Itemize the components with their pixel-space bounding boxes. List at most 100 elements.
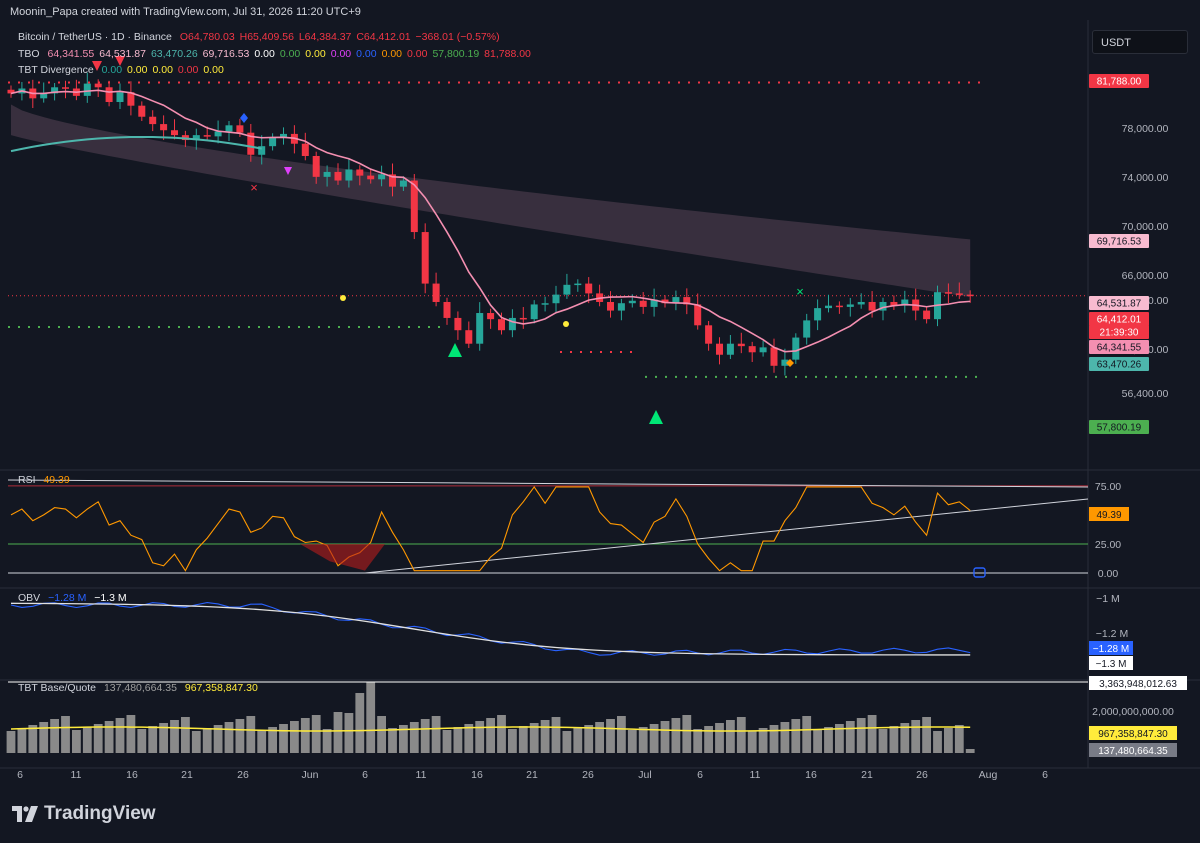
volume-bar bbox=[17, 728, 27, 753]
volume-bar bbox=[944, 728, 953, 753]
candle-body bbox=[879, 301, 887, 311]
volume-bar bbox=[856, 718, 866, 753]
sell-signal-marker bbox=[115, 56, 125, 66]
volume-bar bbox=[170, 720, 179, 753]
candle-body bbox=[781, 359, 789, 366]
candle-body bbox=[923, 310, 931, 320]
volume-bar bbox=[791, 719, 801, 753]
candle-body bbox=[541, 303, 549, 305]
buy-signal-marker bbox=[649, 410, 663, 424]
rsi-trendline-upper bbox=[7, 479, 1089, 488]
obv-legend: OBV −1.28 M −1.3 M bbox=[18, 592, 132, 604]
candle-body bbox=[247, 132, 255, 155]
candle-body bbox=[639, 300, 647, 307]
candle-body bbox=[857, 301, 865, 305]
candle-body bbox=[955, 293, 963, 295]
candle-body bbox=[127, 92, 135, 106]
x-axis-label: 21 bbox=[861, 769, 873, 781]
candle-body bbox=[944, 292, 952, 294]
close-value: C64,412.01 bbox=[356, 31, 411, 43]
volume-bar bbox=[377, 716, 386, 753]
candle-body bbox=[138, 105, 146, 117]
candle-body bbox=[40, 93, 48, 99]
rsi-axis-tick: 25.00 bbox=[1095, 539, 1121, 551]
tbo-value: 0.00 bbox=[305, 48, 326, 60]
rsi-name[interactable]: RSI bbox=[18, 474, 36, 486]
candle-body bbox=[759, 347, 767, 353]
volume-bar bbox=[300, 718, 310, 753]
divergence-name[interactable]: TBT Divergence bbox=[18, 64, 94, 76]
volume-bar bbox=[181, 717, 190, 753]
price-axis-tick: 78,000.00 bbox=[1122, 123, 1169, 135]
tbo-name[interactable]: TBO bbox=[18, 48, 40, 60]
volume-bar bbox=[518, 726, 528, 753]
rsi-value-tag: 49.39 bbox=[1096, 510, 1121, 521]
volume-bar bbox=[475, 721, 485, 753]
candle-body bbox=[51, 87, 59, 94]
warning-dot-marker bbox=[340, 295, 346, 301]
rsi-axis-tick: 75.00 bbox=[1095, 481, 1121, 493]
volume-bar bbox=[606, 719, 615, 753]
x-axis-label: 16 bbox=[805, 769, 817, 781]
candle-body bbox=[345, 169, 353, 181]
candle-body bbox=[94, 83, 102, 88]
base-quote-value-2: 967,358,847.30 bbox=[184, 682, 258, 694]
candle-body bbox=[258, 146, 266, 155]
volume-bar bbox=[431, 716, 441, 753]
symbol-name[interactable]: Bitcoin / TetherUS · 1D · Binance bbox=[18, 31, 172, 43]
candle-body bbox=[846, 304, 854, 307]
candle-body bbox=[814, 308, 822, 321]
volume-bar bbox=[442, 730, 452, 753]
price-axis-tick: 56,400.00 bbox=[1122, 388, 1169, 400]
volume-bar bbox=[954, 725, 964, 753]
candle-body bbox=[628, 300, 636, 304]
price-axis-tick: 74,000.00 bbox=[1122, 172, 1169, 184]
candle-body bbox=[312, 155, 320, 177]
symbol-currency-button[interactable]: USDT bbox=[1092, 30, 1188, 54]
candle-body bbox=[966, 294, 974, 297]
candle-body bbox=[803, 320, 811, 338]
candle-body bbox=[726, 343, 734, 355]
candle-body bbox=[280, 133, 287, 138]
volume-axis-tick: 2,000,000,000.00 bbox=[1092, 706, 1174, 718]
tradingview-logo[interactable]: TradingView bbox=[12, 803, 156, 825]
volume-bar bbox=[191, 731, 201, 753]
tbo-legend: TBO 64,341.55 64,531.87 63,470.26 69,716.53… bbox=[18, 48, 536, 60]
obv-smooth-tag-bg bbox=[1089, 656, 1133, 670]
obv-smoothing-line bbox=[10, 602, 971, 656]
volume-bar bbox=[835, 724, 844, 753]
volume-max-tag-bg bbox=[1089, 676, 1187, 690]
volume-bar bbox=[649, 724, 659, 753]
volume-bar bbox=[279, 724, 288, 753]
rsi-oversold-fill bbox=[300, 543, 385, 571]
x-axis-label: 21 bbox=[526, 769, 538, 781]
volume-bar bbox=[704, 726, 713, 753]
candle-body bbox=[389, 174, 396, 187]
price-tag-bg bbox=[1089, 340, 1149, 354]
price-tag-label: 69,716.53 bbox=[1097, 237, 1142, 248]
volume-bar bbox=[562, 731, 572, 753]
volume-max-tag: 3,363,948,012.63 bbox=[1099, 679, 1177, 690]
candle-body bbox=[890, 301, 898, 306]
x-axis-label: Jun bbox=[302, 769, 319, 781]
candle-body bbox=[399, 180, 407, 187]
base-quote-name[interactable]: TBT Base/Quote bbox=[18, 682, 97, 694]
tbo-value: 69,716.53 bbox=[202, 48, 250, 60]
volume-bar bbox=[508, 729, 517, 753]
divergence-diamond-marker bbox=[786, 359, 794, 367]
candle-body bbox=[7, 89, 15, 94]
volume-bar bbox=[28, 725, 38, 753]
volume-bar bbox=[202, 728, 212, 753]
rsi-legend: RSI 49.39 bbox=[18, 474, 75, 486]
candle-body bbox=[770, 347, 778, 366]
candle-body bbox=[410, 180, 418, 233]
volume-bar bbox=[965, 749, 975, 753]
candle-body bbox=[465, 330, 473, 344]
candle-body bbox=[487, 313, 495, 320]
volume-bar bbox=[355, 693, 365, 753]
obv-name[interactable]: OBV bbox=[18, 592, 41, 604]
volume-bar bbox=[551, 717, 561, 753]
price-tag-label: 21:39:30 bbox=[1100, 328, 1139, 339]
volume-bar bbox=[900, 723, 910, 753]
